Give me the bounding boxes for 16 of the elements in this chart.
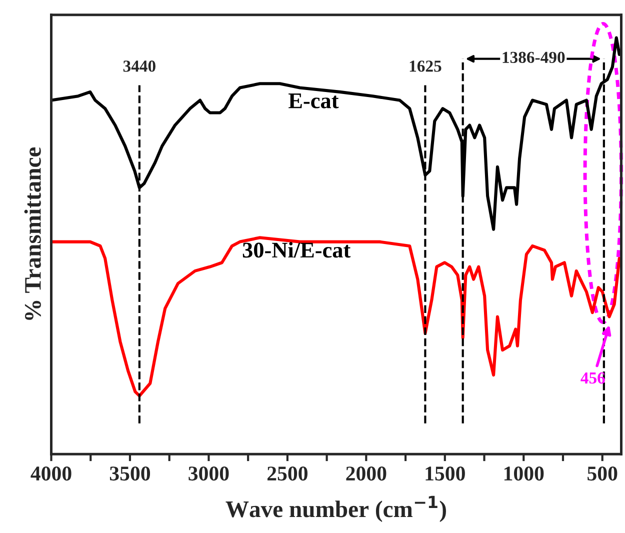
y-axis-title: % Transmittance [24, 147, 41, 320]
x-tick-label: 1000 [504, 466, 544, 481]
x-tick-label: 3500 [110, 466, 150, 481]
series-label: E-cat [288, 94, 339, 108]
x-tick-label: 2500 [267, 466, 308, 481]
ref-line-label: 1625 [410, 60, 442, 72]
x-tick-label: 1500 [426, 466, 465, 481]
series-label: 30-Ni/E-cat [242, 242, 351, 258]
annotation: 456 [580, 372, 605, 384]
x-axis-title: Wave number (cm$^{−1}$) [226, 496, 446, 522]
ref-line-label: 3440 [123, 60, 156, 72]
x-tick-label: 2000 [346, 466, 386, 481]
annotation: 1386-490 [502, 52, 565, 64]
x-tick-label: 3000 [188, 466, 229, 481]
x-tick-label: 500 [588, 466, 618, 481]
x-tick-label: 4000 [30, 466, 72, 481]
